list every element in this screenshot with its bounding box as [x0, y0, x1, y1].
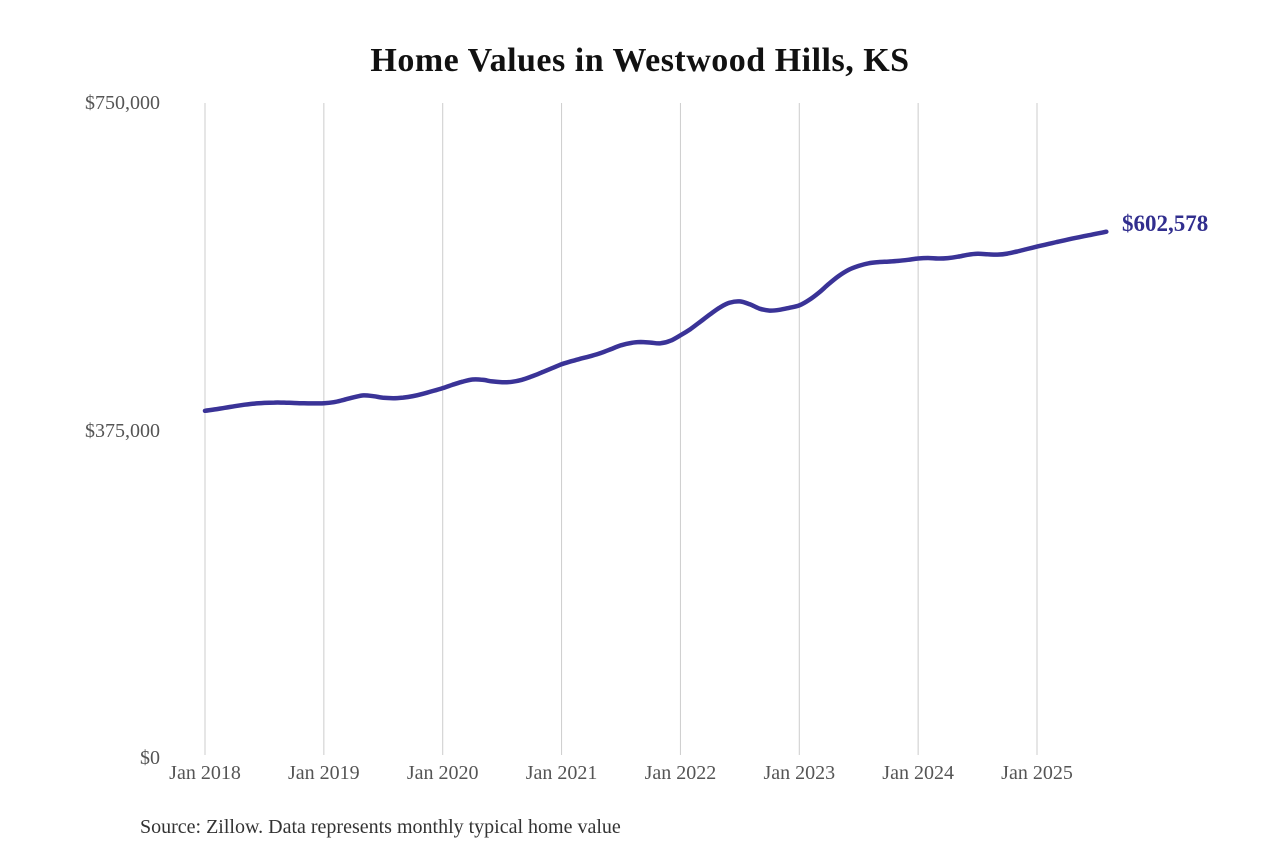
x-axis-tick-label: Jan 2019 [288, 762, 360, 784]
x-axis-tick-label: Jan 2023 [763, 762, 836, 784]
latest-value-label: $602,578 [1122, 211, 1209, 236]
x-axis-tick-label: Jan 2021 [525, 762, 598, 784]
x-axis-tick-label: Jan 2025 [1001, 762, 1073, 784]
x-axis-tick-label: Jan 2020 [406, 762, 479, 784]
y-axis-tick-label: $375,000 [85, 419, 160, 442]
y-axis-tick-label: $0 [140, 747, 160, 769]
x-axis-tick-label: Jan 2022 [644, 762, 717, 784]
x-axis-tick-label: Jan 2024 [882, 762, 954, 784]
chart-title: Home Values in Westwood Hills, KS [370, 42, 910, 79]
source-note: Source: Zillow. Data represents monthly … [140, 816, 621, 838]
x-axis-tick-label: Jan 2018 [169, 762, 241, 784]
home-value-line [202, 229, 1109, 414]
y-axis-tick-label: $750,000 [85, 92, 160, 114]
